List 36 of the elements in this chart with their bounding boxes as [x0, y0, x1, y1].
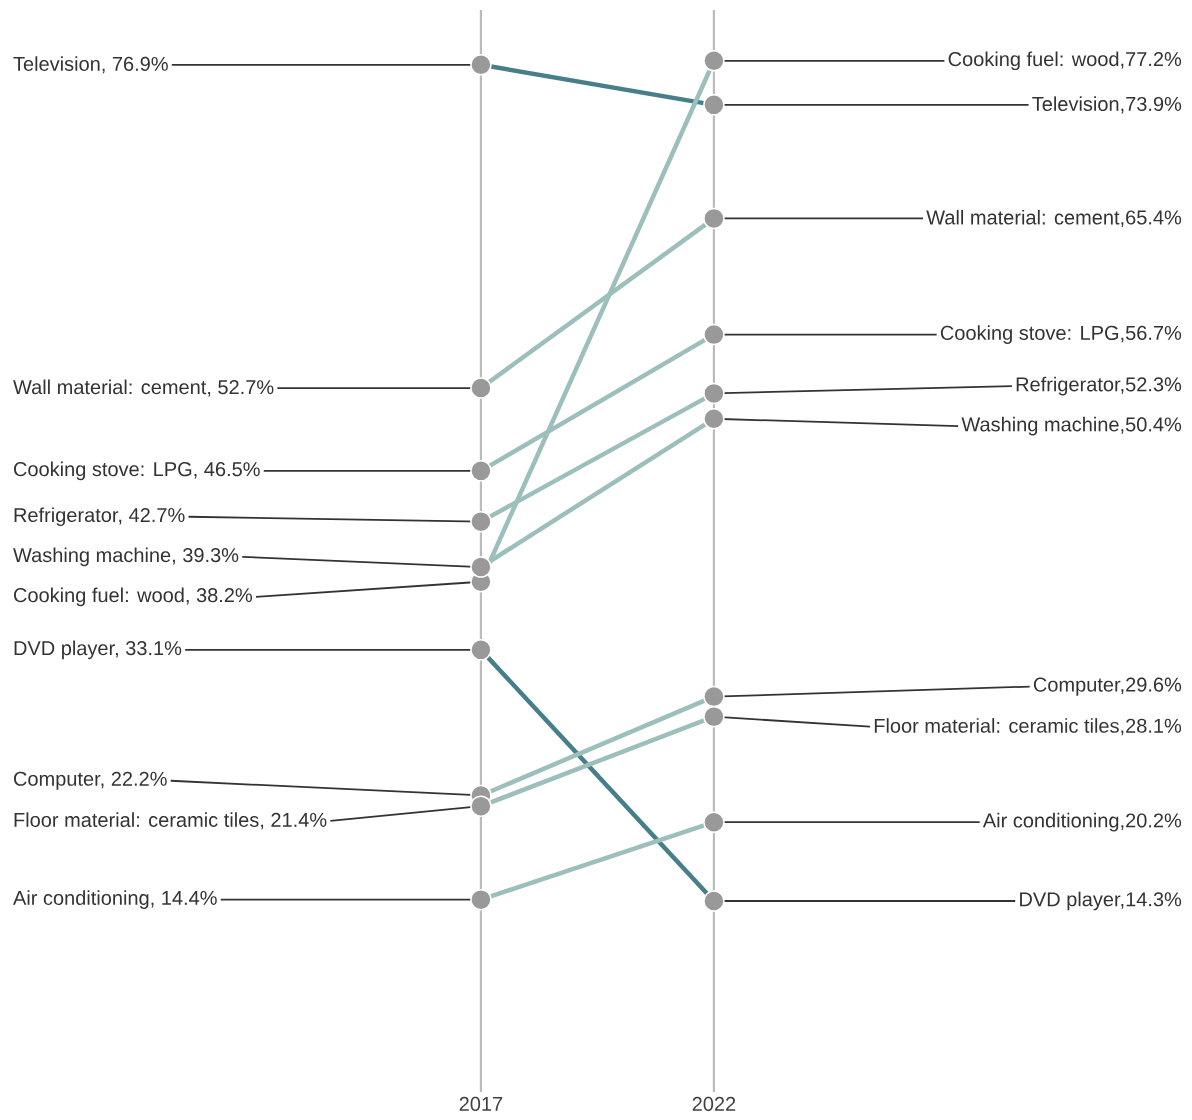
data-label: Wall material: cement,65.4%	[926, 209, 1182, 227]
point	[703, 685, 725, 708]
data-label: Washing machine, 39.3%	[13, 547, 239, 567]
data-label: Computer, 22.2%	[14, 771, 167, 790]
point	[470, 556, 492, 578]
data-label: Refrigerator,52.3%	[1016, 376, 1182, 396]
point	[470, 888, 492, 911]
point	[703, 323, 725, 346]
point	[703, 408, 725, 430]
data-label: Television, 76.9%	[13, 56, 168, 74]
point	[703, 207, 725, 230]
data-label: Television,73.9%	[1032, 96, 1182, 114]
data-label: DVD player,14.3%	[1020, 891, 1182, 911]
data-label: Air conditioning, 14.4%	[13, 890, 217, 909]
data-label: Air conditioning,20.2%	[982, 812, 1182, 832]
data-label: Refrigerator, 42.7%	[14, 507, 185, 527]
point	[703, 50, 725, 72]
point	[470, 795, 492, 817]
point	[703, 811, 725, 833]
x-tick-label: 2017	[459, 1096, 503, 1112]
data-label: Cooking stove: LPG,56.7%	[940, 325, 1182, 344]
point	[703, 382, 725, 405]
x-tick-label: 2022	[692, 1096, 736, 1112]
data-label: DVD player, 33.1%	[14, 640, 182, 660]
data-label: Washing machine,50.4%	[961, 416, 1182, 436]
point	[470, 510, 492, 533]
point	[470, 460, 492, 482]
point	[470, 377, 492, 399]
data-label: Cooking fuel: wood,77.2%	[948, 51, 1182, 71]
data-label: Floor material: ceramic tiles, 21.4%	[14, 812, 327, 830]
point	[703, 705, 725, 728]
data-label: Computer,29.6%	[1033, 677, 1182, 696]
data-label: Cooking fuel: wood, 38.2%	[14, 587, 253, 607]
data-label: Floor material: ceramic tiles,28.1%	[874, 718, 1182, 736]
data-label: Cooking stove: LPG, 46.5%	[14, 461, 260, 481]
data-label: Wall material: cement, 52.7%	[13, 379, 274, 397]
